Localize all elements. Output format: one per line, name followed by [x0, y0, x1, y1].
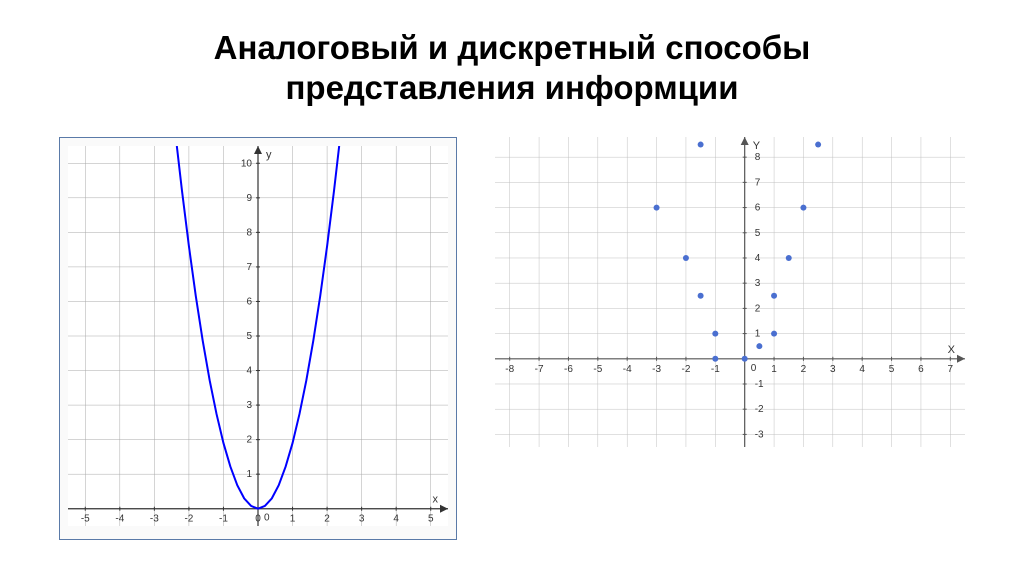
- svg-text:0: 0: [751, 363, 757, 374]
- svg-text:-1: -1: [711, 364, 720, 375]
- svg-text:9: 9: [246, 193, 252, 204]
- svg-text:5: 5: [246, 331, 252, 342]
- svg-text:8: 8: [755, 152, 761, 163]
- svg-text:1: 1: [771, 364, 777, 375]
- svg-text:y: y: [266, 149, 272, 161]
- svg-text:-8: -8: [505, 364, 514, 375]
- svg-text:7: 7: [755, 178, 761, 189]
- svg-text:3: 3: [830, 364, 836, 375]
- analog-chart: -5 -4 -3 -2 -1 0 1 2 3 4 5 1 2 3 4 5 6 7 8 9 10 x y 0: [59, 137, 457, 540]
- svg-text:2: 2: [801, 364, 807, 375]
- svg-text:10: 10: [241, 158, 253, 169]
- svg-text:-2: -2: [184, 514, 193, 525]
- svg-text:4: 4: [755, 253, 761, 264]
- svg-text:3: 3: [246, 400, 252, 411]
- discrete-chart-svg: -8 -7 -6 -5 -4 -3 -2 -1 0 1 2 3 4 5 6 7 -3 -2 -1 1 2 3 4 5 6 7 8 X Y: [495, 137, 965, 447]
- svg-text:2: 2: [324, 514, 330, 525]
- charts-container: -5-4-3-2-101234512345678910xy0 -8-7-6-5-…: [0, 137, 1024, 540]
- svg-text:-3: -3: [755, 430, 764, 441]
- svg-text:5: 5: [755, 228, 761, 239]
- svg-text:7: 7: [246, 262, 252, 273]
- svg-text:5: 5: [428, 514, 434, 525]
- svg-text:0: 0: [255, 514, 261, 525]
- svg-text:-6: -6: [564, 364, 573, 375]
- svg-text:6: 6: [246, 297, 252, 308]
- title-line-1: Аналоговый и дискретный способы: [0, 28, 1024, 68]
- svg-text:8: 8: [246, 228, 252, 239]
- svg-text:-5: -5: [593, 364, 602, 375]
- svg-text:3: 3: [359, 514, 365, 525]
- svg-text:-4: -4: [623, 364, 632, 375]
- svg-text:2: 2: [246, 435, 252, 446]
- svg-text:-7: -7: [535, 364, 544, 375]
- svg-text:-2: -2: [681, 364, 690, 375]
- svg-text:7: 7: [948, 364, 954, 375]
- svg-text:0: 0: [264, 513, 270, 524]
- svg-text:4: 4: [246, 366, 252, 377]
- svg-text:-1: -1: [755, 379, 764, 390]
- svg-text:3: 3: [755, 278, 761, 289]
- svg-text:-1: -1: [219, 514, 228, 525]
- svg-text:X: X: [948, 344, 956, 356]
- title-line-2: представления информции: [0, 68, 1024, 108]
- svg-text:-4: -4: [115, 514, 124, 525]
- svg-text:2: 2: [755, 304, 761, 315]
- svg-text:x: x: [433, 494, 439, 506]
- svg-text:-2: -2: [755, 404, 764, 415]
- svg-text:-3: -3: [150, 514, 159, 525]
- svg-text:6: 6: [755, 203, 761, 214]
- svg-text:1: 1: [246, 469, 252, 480]
- svg-text:-3: -3: [652, 364, 661, 375]
- svg-text:4: 4: [859, 364, 865, 375]
- svg-text:1: 1: [755, 329, 761, 340]
- svg-text:1: 1: [290, 514, 296, 525]
- svg-text:Y: Y: [753, 140, 761, 152]
- svg-text:4: 4: [393, 514, 399, 525]
- page-title: Аналоговый и дискретный способы представ…: [0, 0, 1024, 107]
- svg-text:-5: -5: [81, 514, 90, 525]
- svg-text:5: 5: [889, 364, 895, 375]
- svg-text:6: 6: [918, 364, 924, 375]
- discrete-chart: -8 -7 -6 -5 -4 -3 -2 -1 0 1 2 3 4 5 6 7 -3 -2 -1 1 2 3 4 5 6 7 8 X Y: [495, 137, 965, 452]
- analog-chart-svg: -5 -4 -3 -2 -1 0 1 2 3 4 5 1 2 3 4 5 6 7 8 9 10 x y 0: [68, 146, 448, 526]
